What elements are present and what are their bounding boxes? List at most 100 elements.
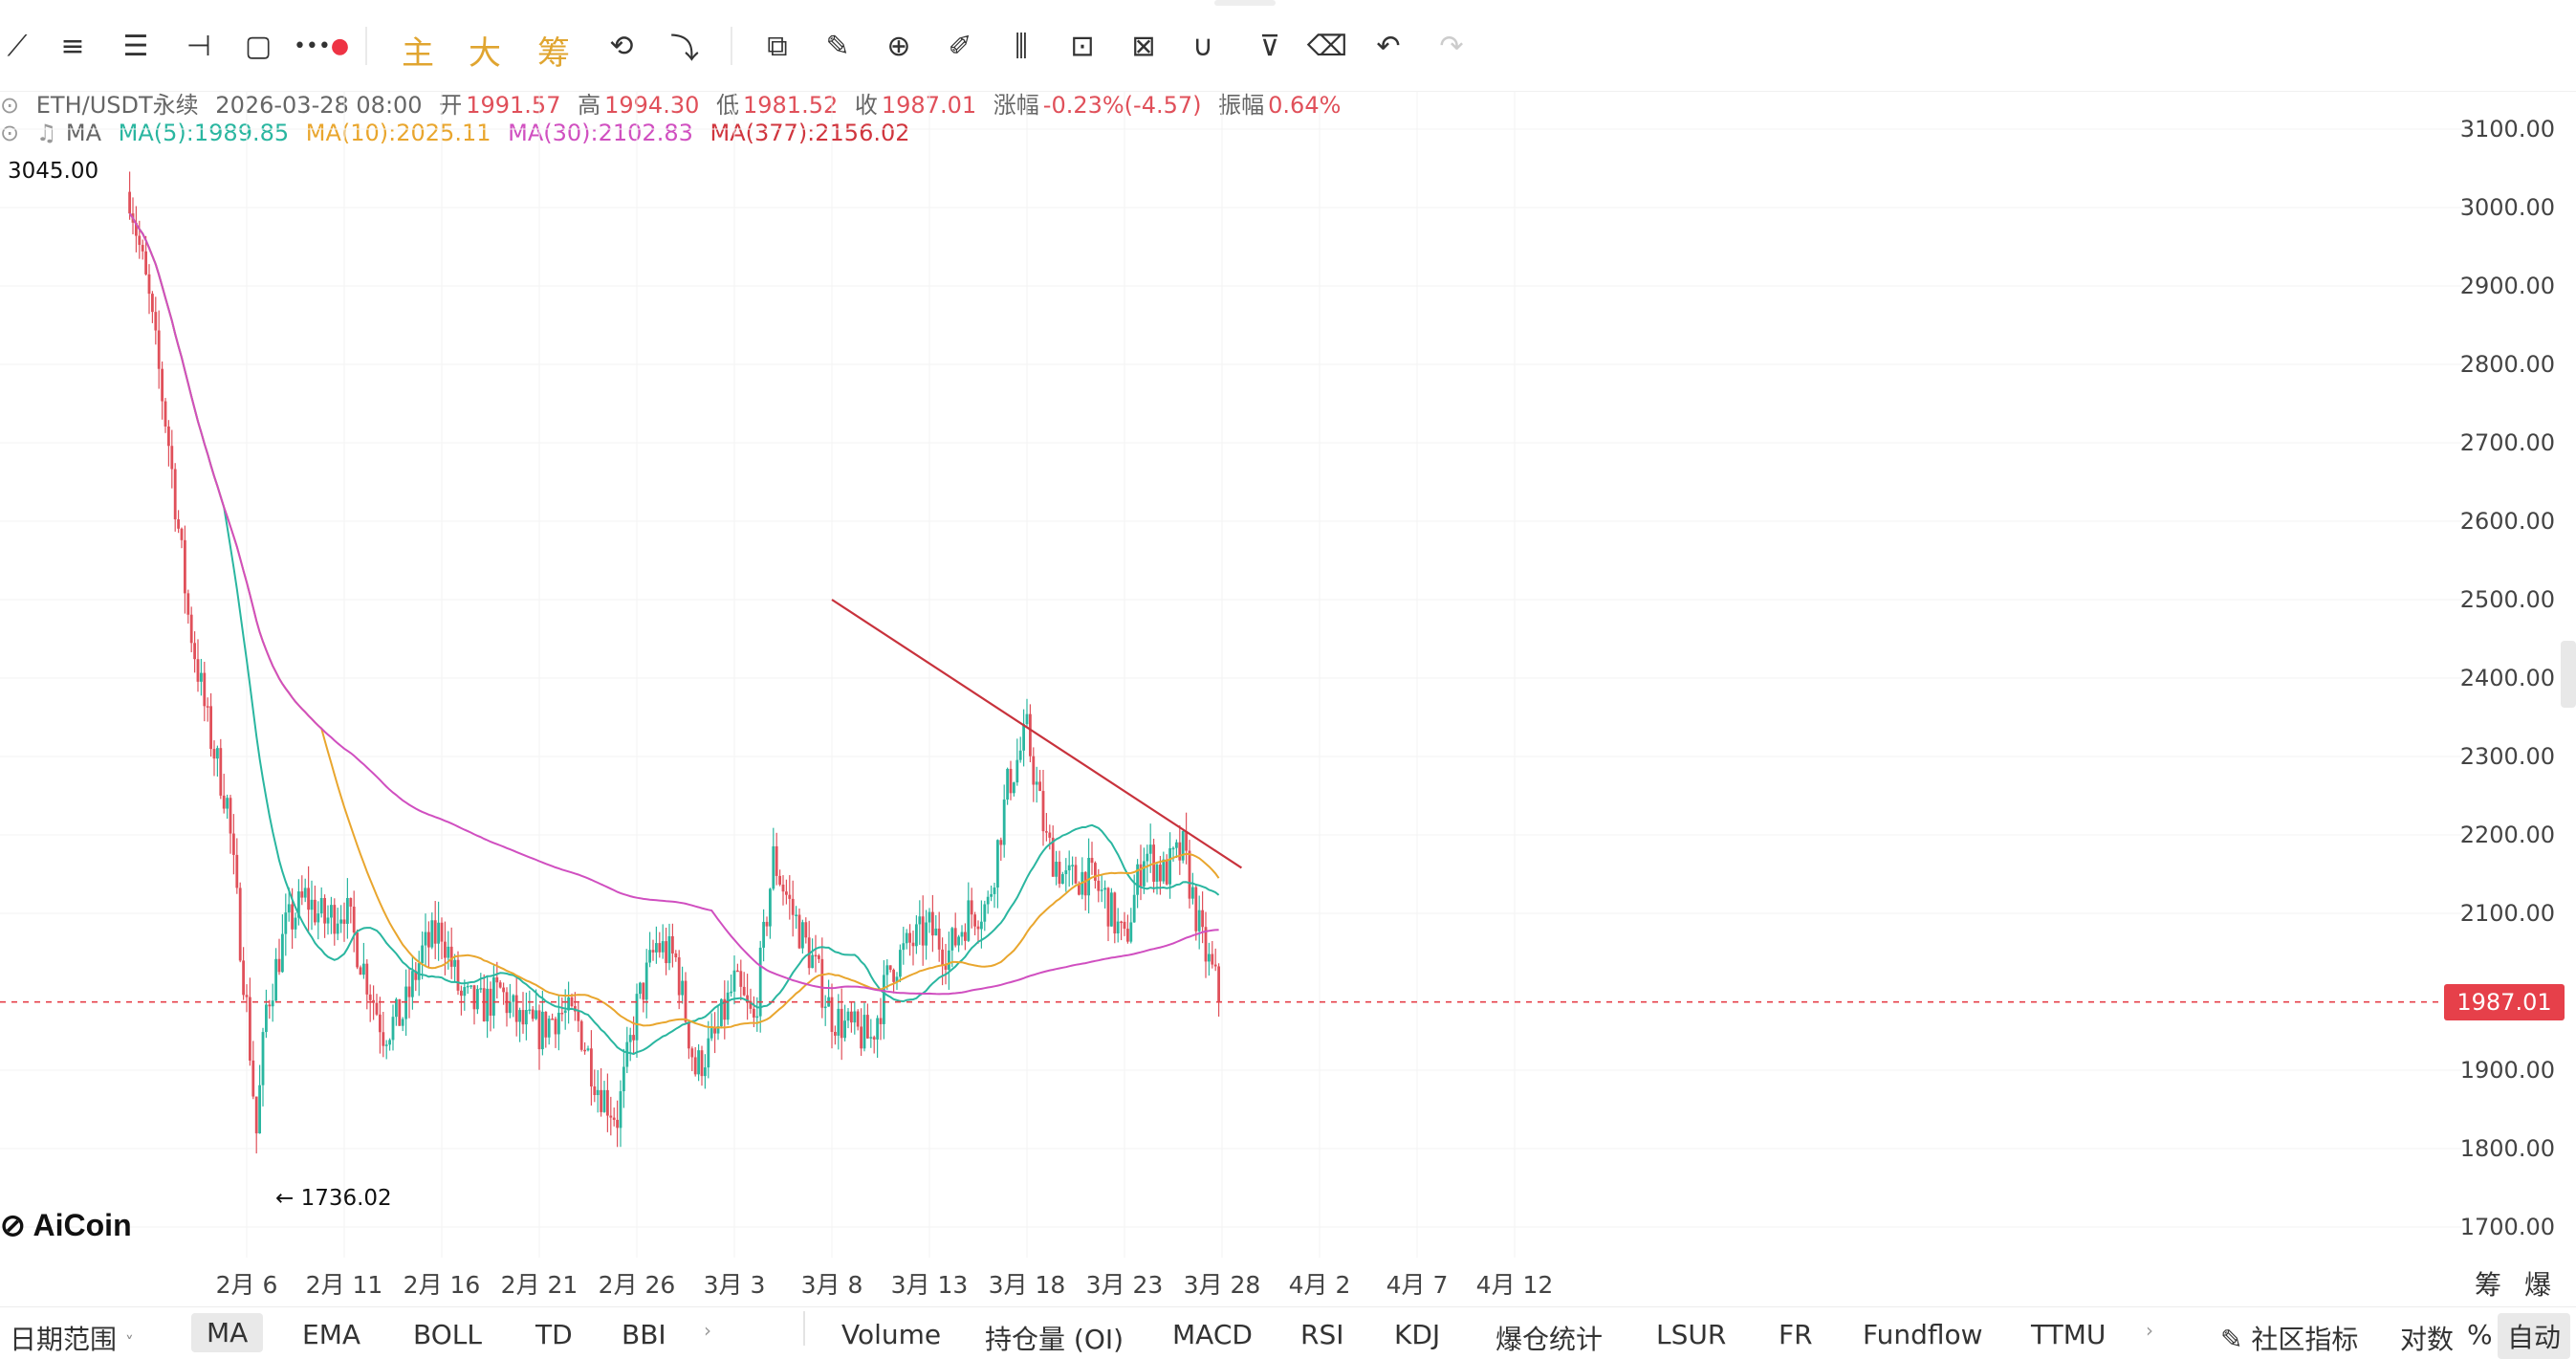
trash-icon[interactable]: ⌫ [1306,29,1348,63]
main-chip-button[interactable]: 主 [402,34,434,73]
more-sub-indicators[interactable]: › [2146,1319,2153,1342]
price-tick-label: 2400.00 [2459,665,2555,691]
redo-icon[interactable]: ↷ [1439,29,1464,63]
collapse-icon[interactable]: ⊙ [0,92,20,119]
community-indicators-button[interactable]: ✎ 社区指标 [2220,1324,2359,1355]
indicator-bar: 日期范围 ˅ MA EMA BOLL TD BBI › Volume 持仓量 (… [0,1306,2576,1359]
sub-indicator-lsur[interactable]: LSUR [1656,1319,1727,1350]
candle-body [876,1018,879,1040]
main-indicator-ema[interactable]: EMA [302,1319,361,1350]
candlestick-icon[interactable]: ⫼ [1015,29,1028,63]
sub-indicator-liquidation[interactable]: 爆仓统计 [1495,1324,1604,1355]
date-range-button[interactable]: 日期范围 ˅ [10,1324,134,1355]
candle-body [1181,831,1185,861]
rectangle-icon[interactable]: ▢ [244,29,273,63]
candle-body [892,969,895,982]
candle-body [1061,874,1064,885]
candle-body [528,1009,532,1012]
note-icon[interactable]: ⊠ [1131,29,1156,63]
percent-scale-toggle[interactable]: % [2467,1319,2493,1350]
collapse-panel-handle[interactable] [2561,641,2576,708]
time-tick-label: 4月 2 [1288,1271,1351,1299]
line-tool-icon[interactable]: ⟋ [7,29,28,63]
candle-body [352,906,356,933]
candle-body [495,976,499,983]
price-axis[interactable]: 3100.00 3000.00 2900.00 2800.00 2700.00 2600.… [2459,91,2576,1258]
candle-body [319,897,323,914]
candle-body [498,982,502,988]
candle-body [1110,892,1113,927]
more-shapes-icon[interactable]: ••• ● [293,33,350,58]
candle-body [1120,921,1123,924]
candle-body [472,985,476,1010]
candle-body [1051,837,1055,877]
candle-body [1032,756,1036,785]
collapse-icon[interactable]: ⊙ [0,120,20,146]
top-drag-handle[interactable] [1214,0,1276,6]
sub-indicator-volume[interactable]: Volume [841,1319,942,1350]
brush-icon[interactable]: ✐ [948,29,972,63]
candle-body [814,954,818,957]
horizontal-lines-icon[interactable]: ☰ [122,29,149,63]
magnet-icon[interactable]: ∪ [1192,29,1213,63]
ma10-value: MA(10):2025.11 [305,120,491,146]
time-tick-label: 4月 7 [1386,1271,1449,1299]
candle-body [232,833,235,855]
auto-draw-icon[interactable]: ⟲ [609,29,634,63]
candle-body [579,1020,583,1050]
lock-icon[interactable]: ⊡ [1070,29,1095,63]
time-tick-label: 3月 18 [988,1271,1066,1299]
sub-indicator-macd[interactable]: MACD [1172,1319,1253,1350]
big-order-button[interactable]: 大 [469,34,501,73]
candle-body [314,899,317,923]
alert-bell-icon[interactable]: ♫ [35,120,57,146]
more-main-indicators[interactable]: › [704,1319,711,1342]
candle-body [667,935,671,964]
parallel-lines-icon[interactable]: ≡ [60,29,85,63]
candle-body [693,1057,697,1075]
candle-body [609,1115,613,1118]
candle-body [860,1026,862,1049]
sub-indicator-fundflow[interactable]: Fundflow [1863,1319,1983,1350]
trend-icon[interactable]: ⤵ [670,33,699,66]
auto-scale-toggle[interactable]: 自动 [2498,1313,2571,1359]
candle-body [563,1010,567,1014]
candle-body [690,1048,694,1058]
main-indicator-boll[interactable]: BOLL [413,1319,482,1350]
main-indicator-td[interactable]: TD [535,1319,573,1350]
undo-icon[interactable]: ↶ [1376,29,1401,63]
candle-body [937,928,941,950]
candle-body [665,941,667,964]
candle-body [1208,953,1211,962]
candle-body [216,748,219,759]
horizontal-ray-icon[interactable]: ⊣ [186,29,212,63]
candle-body [164,401,167,427]
sub-indicator-kdj[interactable]: KDJ [1394,1319,1441,1350]
candle-body [765,921,769,927]
sub-indicator-ttmu[interactable]: TTMU [2031,1319,2107,1350]
candle-body [297,891,300,918]
ma377-value: MA(377):2156.02 [709,120,910,146]
time-tick-label: 3月 13 [890,1271,969,1299]
copy-icon[interactable]: ⧉ [767,29,788,63]
liquidation-axis-label[interactable]: 爆 [2524,1269,2552,1301]
candle-body [726,992,730,1020]
chip-button[interactable]: 筹 [537,34,570,73]
chip-axis-label[interactable]: 筹 [2475,1269,2502,1301]
sub-indicator-oi[interactable]: 持仓量 (OI) [985,1324,1124,1355]
sub-indicator-fr[interactable]: FR [1779,1319,1813,1350]
candle-body [541,1011,544,1050]
zoom-icon[interactable]: ⊕ [886,29,911,63]
main-indicator-bbi[interactable]: BBI [622,1319,666,1350]
main-indicator-ma[interactable]: MA [191,1313,264,1352]
ruler-icon[interactable]: ✎ [825,29,850,63]
candlestick-chart[interactable] [0,91,2461,1258]
candle-body [742,986,746,996]
sub-indicator-rsi[interactable]: RSI [1300,1319,1344,1350]
candle-body [453,959,456,967]
time-tick-label: 2月 26 [598,1271,676,1299]
log-scale-toggle[interactable]: 对数 [2400,1324,2455,1355]
filter-icon[interactable]: ⊽ [1259,29,1280,63]
candle-body [1071,865,1074,866]
candle-body [986,896,990,905]
